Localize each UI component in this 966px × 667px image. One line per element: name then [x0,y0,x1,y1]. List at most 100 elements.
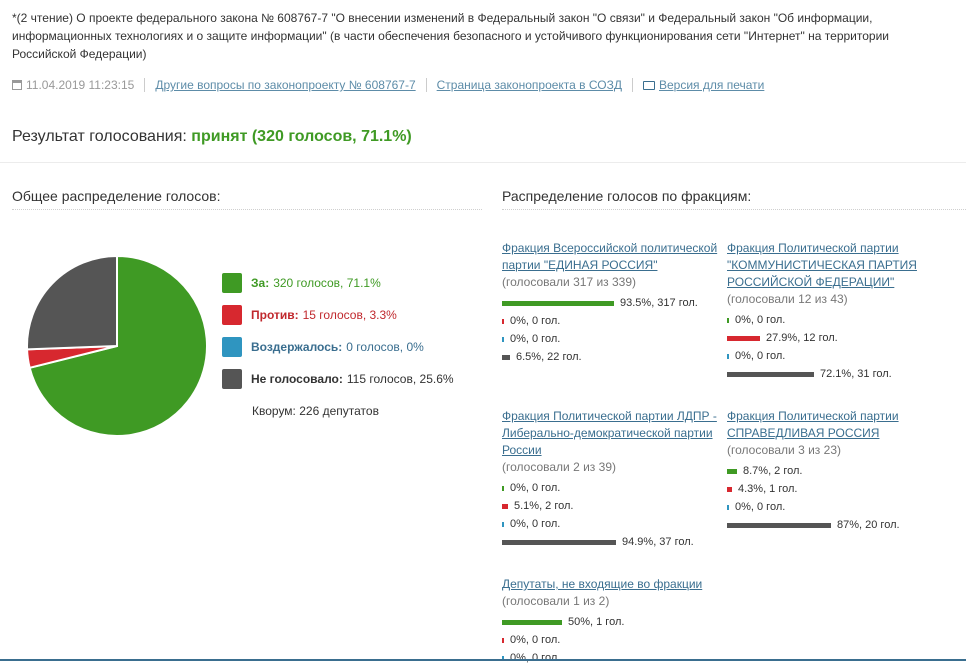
vote-result: Результат голосования: принят (320 голос… [12,128,412,146]
faction-bar-label: 0%, 0 гол. [510,332,561,345]
legend-value: 115 голосов, 25.6% [346,372,454,386]
legend-label: Не голосовало: [251,372,343,386]
pie-slice-1 [28,255,208,437]
faction-bar-label: 0%, 0 гол. [735,349,786,362]
vote-datetime: 11.04.2019 11:23:15 [26,78,135,92]
legend-item: Воздержалось: 0 голосов, 0% [222,337,424,357]
faction-bar-row: 0%, 0 гол. [727,347,952,365]
faction-block: Фракция Политической партии СПРАВЕДЛИВАЯ… [727,408,952,534]
faction-bar [727,317,729,323]
faction-bar-row: 5.1%, 2 гол. [502,497,727,515]
faction-bar-label: 93.5%, 317 гол. [620,296,698,309]
factions-section-title: Распределение голосов по фракциям: [502,188,752,204]
other-questions-link[interactable]: Другие вопросы по законопроекту № 608767… [155,78,416,92]
pie-slice-4 [26,255,118,351]
calendar-icon [12,80,22,90]
divider [502,209,966,210]
faction-bar [502,485,504,491]
faction-voted-count: (голосовали 317 из 339) [502,275,637,289]
legend-item: За: 320 голосов, 71.1% [222,273,381,293]
faction-bar-row: 4.3%, 1 гол. [727,480,952,498]
faction-bar [502,503,508,509]
faction-bar [502,619,562,625]
faction-bar [727,335,760,341]
faction-bar [727,522,831,528]
bill-meta-bar: 11.04.2019 11:23:15 Другие вопросы по за… [12,78,764,92]
faction-bar-row: 0%, 0 гол. [502,312,727,330]
faction-bar [502,655,504,661]
faction-bar [502,637,504,643]
faction-bar-label: 5.1%, 2 гол. [514,499,574,512]
vote-result-label: Результат голосования: [12,128,187,145]
faction-voted-count: (голосовали 2 из 39) [502,460,616,474]
legend-label: За: [251,276,270,290]
faction-bar-label: 72.1%, 31 гол. [820,367,892,380]
faction-bar-row: 87%, 20 гол. [727,516,952,534]
faction-bar-row: 0%, 0 гол. [727,498,952,516]
legend-value: 15 голосов, 3.3% [302,308,397,322]
legend-item: Не голосовало: 115 голосов, 25.6% [222,369,454,389]
faction-name-link[interactable]: Фракция Политической партии СПРАВЕДЛИВАЯ… [727,409,899,440]
faction-bar-row: 0%, 0 гол. [502,515,727,533]
faction-bar-row: 72.1%, 31 гол. [727,365,952,383]
divider [0,162,966,163]
overall-pie-chart [26,255,208,437]
faction-bar-row: 8.7%, 2 гол. [727,462,952,480]
page-bottom-border [0,659,966,661]
legend-item: Против: 15 голосов, 3.3% [222,305,397,325]
faction-bar-label: 94.9%, 37 гол. [622,535,694,548]
legend-swatch [222,305,242,325]
faction-bar-label: 0%, 0 гол. [735,500,786,513]
faction-voted-count: (голосовали 3 из 23) [727,443,841,457]
faction-bar-label: 8.7%, 2 гол. [743,464,803,477]
faction-bar-label: 87%, 20 гол. [837,518,900,531]
faction-block: Фракция Политической партии "КОММУНИСТИЧ… [727,240,952,383]
faction-name-link[interactable]: Фракция Всероссийской политической парти… [502,241,718,272]
overall-section-title: Общее распределение голосов: [12,188,221,204]
bill-title: *(2 чтение) О проекте федерального закон… [12,11,889,61]
legend-swatch [222,337,242,357]
faction-name-link[interactable]: Фракция Политической партии ЛДПР - Либер… [502,409,717,457]
faction-bar-row: 93.5%, 317 гол. [502,294,727,312]
faction-bar [727,504,729,510]
faction-bar [727,353,729,359]
faction-bar [502,336,504,342]
divider [632,78,633,92]
divider [12,209,482,210]
faction-bar [502,300,614,306]
faction-bar-row: 0%, 0 гол. [502,479,727,497]
legend-swatch [222,369,242,389]
faction-bar [727,468,737,474]
faction-bar [502,318,504,324]
faction-bar-label: 0%, 0 гол. [510,481,561,494]
faction-bar-label: 0%, 0 гол. [510,633,561,646]
faction-bar-row: 6.5%, 22 гол. [502,348,727,366]
faction-voted-count: (голосовали 1 из 2) [502,594,610,608]
faction-bar-row: 0%, 0 гол. [502,649,727,667]
faction-name-link[interactable]: Фракция Политической партии "КОММУНИСТИЧ… [727,241,917,289]
print-version-link[interactable]: Версия для печати [659,78,765,92]
faction-bar-label: 50%, 1 гол. [568,615,625,628]
faction-bar-row: 50%, 1 гол. [502,613,727,631]
divider [425,78,427,92]
faction-bar-label: 27.9%, 12 гол. [766,331,838,344]
legend-value: 0 голосов, 0% [346,340,424,354]
faction-bar [502,521,504,527]
faction-bar-label: 4.3%, 1 гол. [738,482,798,495]
faction-bar [502,354,510,360]
faction-bar-label: 0%, 0 гол. [510,651,561,664]
faction-bar-row: 0%, 0 гол. [502,330,727,348]
legend-swatch [222,273,242,293]
faction-bar-label: 6.5%, 22 гол. [516,350,582,363]
printer-icon[interactable] [643,80,655,90]
vote-result-value: принят (320 голосов, 71.1%) [191,128,412,145]
faction-bar-row: 27.9%, 12 гол. [727,329,952,347]
legend-label: Воздержалось: [251,340,343,354]
faction-name-link[interactable]: Депутаты, не входящие во фракции [502,577,703,591]
divider [144,78,146,92]
legend-value: 320 голосов, 71.1% [273,276,381,290]
faction-bar [727,371,814,377]
faction-bar-row: 0%, 0 гол. [727,311,952,329]
sozd-page-link[interactable]: Страница законопроекта в СОЗД [436,78,622,92]
faction-bar-row: 0%, 0 гол. [502,631,727,649]
